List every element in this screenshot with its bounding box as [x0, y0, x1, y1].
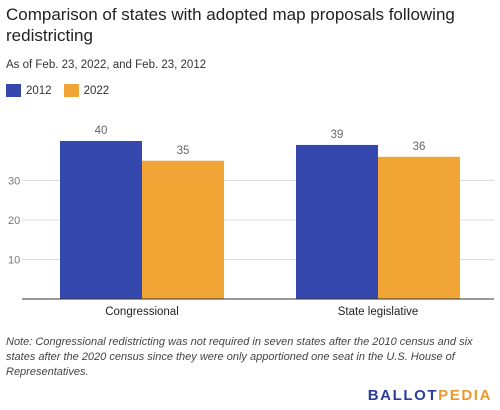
- y-tick-label-30: 30: [8, 176, 20, 188]
- legend-item-2022: 2022: [63, 84, 110, 97]
- ballotpedia-logo: BALLOTPEDIA: [368, 387, 492, 404]
- logo-part-ballot: BALLOT: [367, 387, 439, 404]
- logo-part-pedia: PEDIA: [438, 387, 492, 404]
- bar-2022-0: [142, 160, 224, 299]
- chart-note: Note: Congressional redistricting was no…: [6, 336, 473, 378]
- legend-swatch-2022: [63, 84, 79, 97]
- data-label-2022-0: 35: [177, 145, 190, 157]
- category-label-0: Congressional: [105, 306, 179, 318]
- y-tick-label-20: 20: [8, 215, 20, 227]
- bar-2012-0: [60, 141, 142, 299]
- y-tick-label-10: 10: [8, 255, 20, 267]
- chart-title: Comparison of states with adopted map pr…: [6, 5, 455, 45]
- legend-swatch-2012: [6, 84, 21, 97]
- data-label-2012-0: 40: [95, 125, 108, 137]
- bar-chart: 10 20 30 40 35 Congressional 39 36 State legisla…: [8, 125, 494, 318]
- chart-subtitle: As of Feb. 23, 2022, and Feb. 23, 2012: [6, 59, 207, 71]
- data-label-2022-1: 36: [413, 141, 426, 153]
- data-label-2012-1: 39: [331, 129, 344, 141]
- bar-2012-1: [296, 144, 378, 299]
- legend-label-2022: 2022: [83, 84, 110, 97]
- bar-2022-1: [378, 156, 460, 299]
- legend-item-2012: 2012: [6, 84, 52, 97]
- legend-label-2012: 2012: [26, 84, 52, 97]
- legend: 2012 2022: [6, 84, 121, 97]
- category-label-1: State legislative: [338, 306, 419, 318]
